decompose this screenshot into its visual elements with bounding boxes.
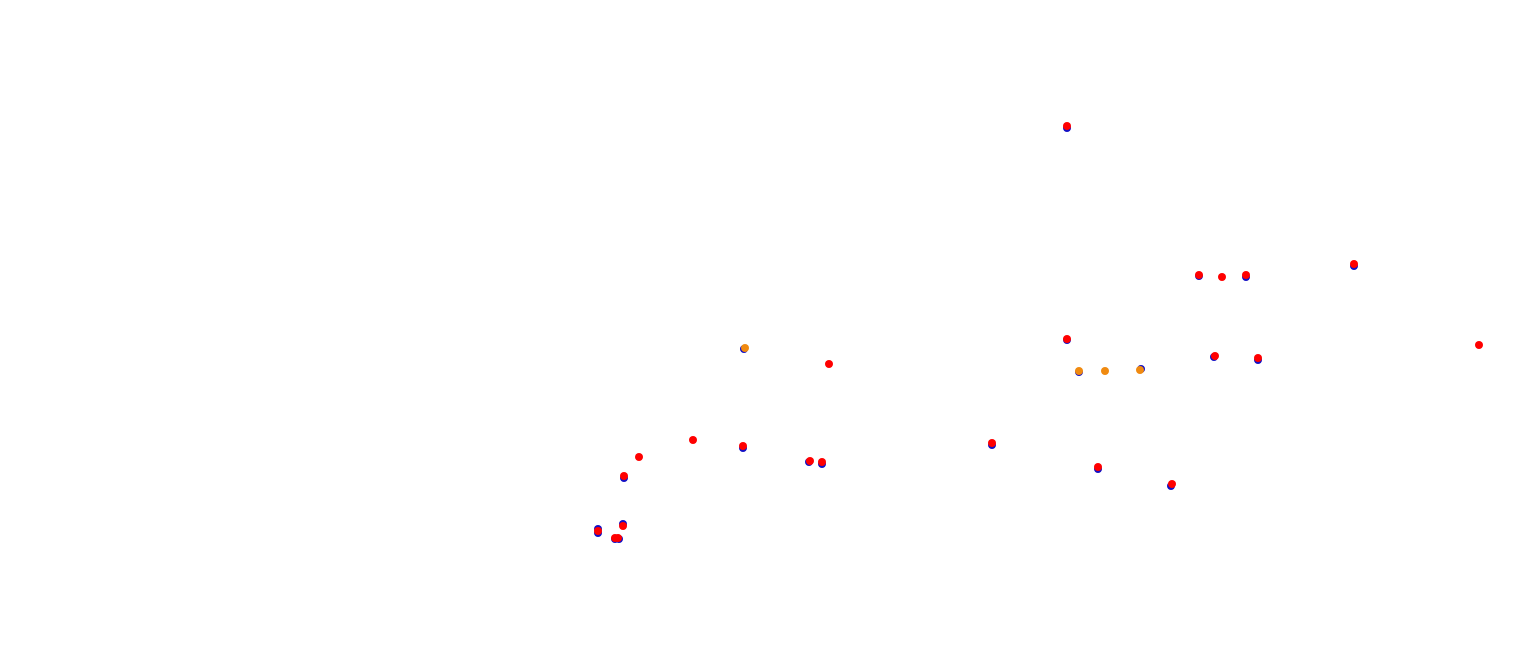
point [1136, 366, 1144, 374]
point [741, 344, 749, 352]
point [818, 458, 826, 466]
point [1211, 352, 1219, 360]
point [1075, 367, 1083, 375]
point [614, 534, 622, 542]
point [1350, 260, 1358, 268]
point [1063, 335, 1071, 343]
point [1101, 367, 1109, 375]
point [620, 472, 628, 480]
point [1168, 480, 1176, 488]
point [619, 522, 627, 530]
point [1475, 341, 1483, 349]
point [1195, 271, 1203, 279]
point [988, 439, 996, 447]
point [689, 436, 697, 444]
point [1242, 271, 1250, 279]
point [1094, 463, 1102, 471]
point [825, 360, 833, 368]
point [1218, 273, 1226, 281]
point [806, 457, 814, 465]
point [594, 527, 602, 535]
point [739, 442, 747, 450]
point [635, 453, 643, 461]
point [1063, 122, 1071, 130]
point [1254, 354, 1262, 362]
